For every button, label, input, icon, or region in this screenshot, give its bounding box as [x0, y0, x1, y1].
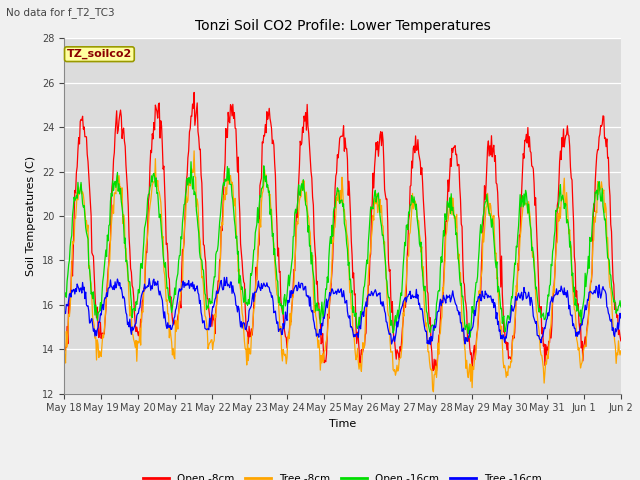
Open -16cm: [214, 242, 222, 248]
Open -8cm: [60, 332, 68, 337]
Line: Open -8cm: Open -8cm: [64, 93, 621, 371]
Open -16cm: [428, 324, 435, 330]
Tree -8cm: [184, 198, 192, 204]
Tree -8cm: [214, 291, 222, 297]
Open -8cm: [190, 90, 198, 96]
Open -16cm: [60, 292, 68, 298]
Tree -16cm: [428, 338, 436, 344]
Open -16cm: [466, 335, 474, 340]
Open -8cm: [617, 338, 625, 344]
Open -8cm: [127, 269, 135, 275]
X-axis label: Time: Time: [329, 419, 356, 429]
Text: TZ_soilco2: TZ_soilco2: [67, 49, 132, 60]
Open -8cm: [411, 150, 419, 156]
Tree -16cm: [70, 287, 78, 292]
Tree -8cm: [411, 198, 419, 204]
Tree -8cm: [190, 148, 198, 154]
Open -8cm: [433, 368, 440, 373]
Open -8cm: [428, 342, 435, 348]
Legend: Open -8cm, Tree -8cm, Open -16cm, Tree -16cm: Open -8cm, Tree -8cm, Open -16cm, Tree -…: [139, 469, 546, 480]
Tree -16cm: [214, 290, 221, 296]
Line: Tree -8cm: Tree -8cm: [64, 151, 621, 392]
Tree -16cm: [127, 332, 135, 337]
Tree -8cm: [127, 313, 135, 319]
Tree -8cm: [70, 238, 78, 243]
Open -16cm: [617, 304, 625, 310]
Line: Open -16cm: Open -16cm: [64, 162, 621, 337]
Text: No data for f_T2_TC3: No data for f_T2_TC3: [6, 7, 115, 18]
Tree -16cm: [184, 282, 192, 288]
Y-axis label: Soil Temperatures (C): Soil Temperatures (C): [26, 156, 36, 276]
Open -8cm: [70, 217, 78, 223]
Open -8cm: [214, 278, 222, 284]
Tree -16cm: [223, 275, 230, 280]
Open -16cm: [411, 200, 419, 206]
Tree -8cm: [429, 389, 437, 395]
Open -16cm: [187, 159, 195, 165]
Open -16cm: [70, 194, 78, 200]
Open -16cm: [184, 182, 192, 188]
Tree -16cm: [60, 314, 68, 320]
Line: Tree -16cm: Tree -16cm: [64, 277, 621, 345]
Title: Tonzi Soil CO2 Profile: Lower Temperatures: Tonzi Soil CO2 Profile: Lower Temperatur…: [195, 19, 490, 33]
Tree -16cm: [411, 294, 419, 300]
Open -8cm: [184, 155, 192, 161]
Tree -8cm: [617, 348, 625, 354]
Tree -16cm: [617, 315, 625, 321]
Tree -8cm: [60, 358, 68, 364]
Tree -8cm: [428, 367, 435, 373]
Open -16cm: [127, 300, 135, 306]
Tree -16cm: [426, 342, 434, 348]
